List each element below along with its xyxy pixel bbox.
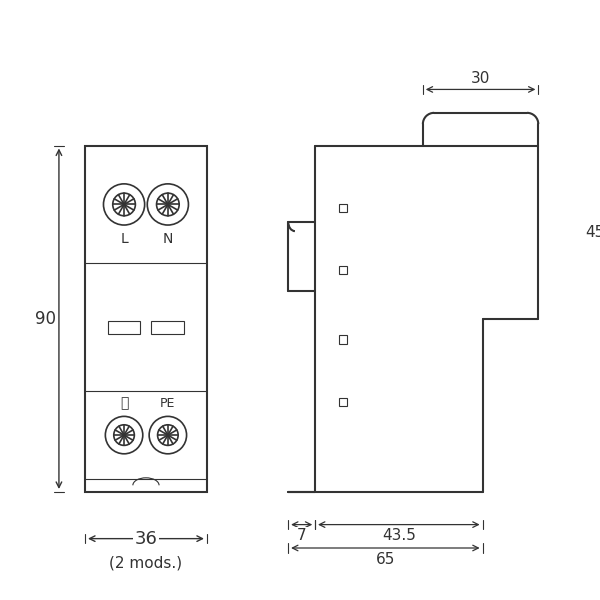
Bar — [338, 266, 347, 274]
Text: (2 mods.): (2 mods.) — [109, 556, 182, 571]
Text: 65: 65 — [376, 552, 395, 567]
Text: PE: PE — [160, 397, 176, 410]
Bar — [338, 335, 347, 344]
Bar — [338, 398, 347, 406]
Text: 36: 36 — [134, 530, 157, 548]
Text: 7: 7 — [297, 529, 307, 544]
Text: 43.5: 43.5 — [382, 529, 416, 544]
Text: N: N — [163, 232, 173, 245]
Bar — [338, 204, 347, 212]
Bar — [107, 321, 140, 334]
Text: 30: 30 — [471, 71, 490, 86]
Text: L: L — [120, 232, 128, 245]
Text: 45: 45 — [585, 224, 600, 239]
Bar — [85, 146, 207, 492]
Text: 90: 90 — [35, 310, 56, 328]
Bar — [151, 321, 184, 334]
Text: ⏚: ⏚ — [120, 396, 128, 410]
